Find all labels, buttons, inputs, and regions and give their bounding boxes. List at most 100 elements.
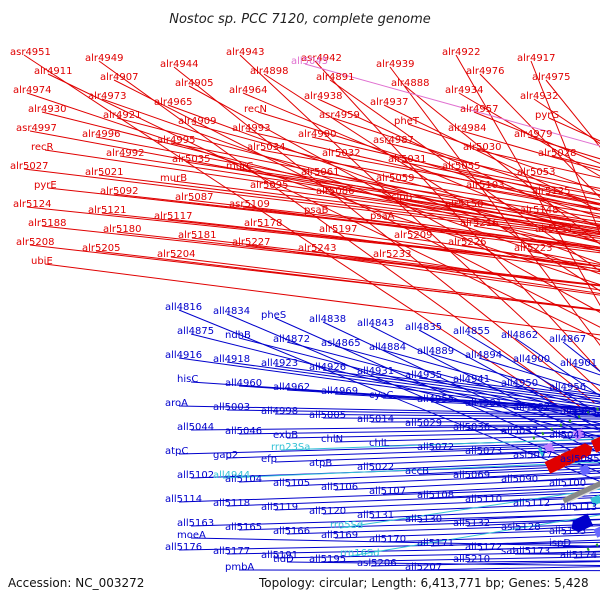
forward-gene-label: alr4930 (28, 104, 66, 115)
reverse-gene-label: all4867 (549, 334, 586, 345)
forward-gene-label: alr5028 (538, 148, 576, 159)
forward-gene-label: alr4922 (442, 47, 480, 58)
reverse-gene-label-leader (322, 369, 600, 408)
forward-gene-label: clpB (391, 192, 413, 203)
forward-feature-block-1 (543, 442, 555, 454)
reverse-gene-label: all5069 (453, 470, 490, 481)
feature-bands (532, 406, 600, 552)
misc-feature-label: all5045 (291, 56, 328, 67)
reverse-gene-label: all4916 (165, 350, 202, 361)
reverse-gene-label-leader (178, 487, 600, 503)
forward-gene-label-leader (383, 218, 600, 250)
forward-gene-label-leader (239, 168, 600, 223)
forward-gene-label: alr5178 (244, 218, 282, 229)
reverse-gene-label-leader (178, 541, 600, 551)
forward-gene-label-leader (185, 161, 600, 227)
reverse-gene-label: all4884 (369, 342, 406, 353)
reverse-gene-label-leader (274, 551, 600, 559)
reverse-gene-label: all5118 (213, 498, 250, 509)
forward-gene-label: alr5103 (466, 180, 504, 191)
reverse-gene-label: pmbA (225, 562, 254, 573)
reverse-gene-label: all4918 (213, 354, 250, 365)
forward-gene-label-leader (47, 187, 600, 250)
forward-gene-label: alr5125 (532, 186, 570, 197)
reverse-gene-label: all5037 (501, 426, 538, 437)
reverse-gene-label-leader (370, 373, 600, 405)
forward-gene-label: alr5148 (520, 205, 558, 216)
forward-gene-label: alr4921 (103, 110, 141, 121)
forward-gene-label-leader (407, 123, 600, 192)
forward-gene-label: alr5243 (298, 243, 336, 254)
genome-summary-text: Topology: circular; Length: 6,413,771 bp… (258, 576, 589, 590)
forward-gene-label-leader (257, 111, 600, 218)
reverse-gene-label-leader (418, 423, 600, 427)
forward-gene-label: alr5027 (10, 161, 48, 172)
reverse-gene-label: all5022 (357, 462, 394, 473)
forward-gene-label: alr5211 (535, 224, 573, 235)
reverse-gene-label: all4816 (165, 302, 202, 313)
reverse-gene-label: all4875 (177, 326, 214, 337)
reverse-gene-label: tldD (273, 554, 294, 565)
forward-gene-label: alr5031 (388, 154, 426, 165)
reverse-gene-label: all5119 (261, 502, 298, 513)
forward-gene-label-leader (29, 244, 600, 311)
rna-gene-label: rrn23Sa (271, 442, 310, 453)
forward-gene-label-leader (245, 244, 600, 296)
reverse-gene-label-leader (466, 381, 600, 400)
forward-gene-label-leader (263, 187, 600, 234)
forward-gene-label: alr5030 (463, 142, 501, 153)
forward-gene-label-leader (260, 149, 600, 212)
reverse-gene-label: ndhB (225, 330, 251, 341)
forward-gene-label-leader (242, 92, 600, 245)
forward-gene-label: asr4959 (319, 110, 360, 121)
reverse-gene-label-leader (238, 518, 600, 531)
reverse-gene-label: atpC (165, 446, 188, 457)
reverse-gene-label-leader (286, 431, 600, 439)
rna-gene-label: rrn16Sd (340, 548, 380, 559)
reverse-gene-label: all5104 (225, 474, 262, 485)
forward-gene-label-leader (329, 79, 600, 272)
forward-gene-label: alr5021 (85, 167, 123, 178)
reverse-gene-label-leader (370, 459, 600, 471)
reverse-gene-label: all4900 (513, 354, 550, 365)
reverse-gene-label: all5176 (165, 542, 202, 553)
reverse-gene-label: all5169 (321, 530, 358, 541)
forward-gene-label: alr4943 (226, 47, 264, 58)
forward-gene-label: alr5095 (250, 180, 288, 191)
forward-gene-label-leader (95, 136, 600, 233)
forward-gene-label-leader (329, 193, 600, 232)
forward-gene-arrow-2 (570, 443, 593, 462)
reverse-gene-label: all4862 (501, 330, 538, 341)
forward-gene-label: alr5216 (460, 218, 498, 229)
reverse-gene-label: cyaC (369, 390, 394, 401)
reverse-gene-label-leader (370, 325, 600, 443)
reverse-gene-label: all5107 (369, 486, 406, 497)
reverse-gene-label: all5003 (213, 402, 250, 413)
reverse-gene-label: chlL (369, 438, 390, 449)
forward-gene-label-leader (95, 250, 600, 312)
forward-gene-label-leader (455, 168, 600, 197)
reverse-gene-label-leader (334, 393, 600, 409)
forward-gene-label: alr5226 (448, 237, 486, 248)
reverse-gene-label: all5043 (549, 430, 586, 441)
forward-gene-label-leader (530, 60, 600, 236)
reverse-gene-label-leader (274, 450, 600, 463)
forward-gene-label: alr4965 (154, 97, 192, 108)
forward-gene-label: alr5032 (322, 148, 360, 159)
reverse-gene-label-leader (334, 528, 600, 539)
reverse-gene-label-leader (382, 397, 600, 409)
reverse-gene-label-leader (178, 442, 600, 455)
forward-gene-label: alr5233 (373, 249, 411, 260)
forward-gene-label: murB (160, 173, 187, 184)
forward-gene-label: asr5109 (229, 199, 270, 210)
reverse-gene-label: all5073 (465, 446, 502, 457)
forward-gene-label: alr5035 (172, 154, 210, 165)
forward-gene-label-leader (170, 256, 600, 311)
reverse-gene-label: all5014 (357, 414, 394, 425)
forward-gene-label: alr5055 (442, 161, 480, 172)
reverse-gene-label: all5106 (321, 482, 358, 493)
forward-gene-label-leader (47, 73, 600, 341)
reverse-gene-label-leader (274, 365, 600, 411)
reverse-gene-label: all4941 (453, 374, 490, 385)
forward-gene-label: alr5059 (376, 173, 414, 184)
